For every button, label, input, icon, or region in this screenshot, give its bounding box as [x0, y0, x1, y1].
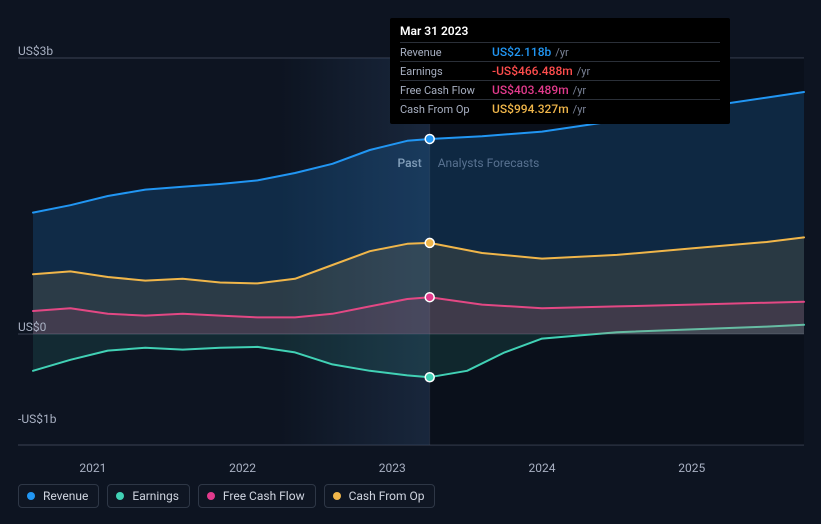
x-tick-label: 2025 — [678, 461, 705, 475]
tooltip-row: RevenueUS$2.118b/yr — [400, 42, 720, 61]
marker-revenue — [425, 134, 434, 143]
tooltip-row: Cash From OpUS$994.327m/yr — [400, 99, 720, 118]
legend-item-label: Earnings — [132, 489, 179, 503]
marker-fcf — [425, 293, 434, 302]
x-tick-label: 2021 — [79, 461, 106, 475]
legend-dot-icon — [116, 492, 124, 500]
y-tick-label: US$0 — [18, 320, 46, 334]
marker-earnings — [425, 373, 434, 382]
legend-dot-icon — [207, 492, 215, 500]
tooltip-row-suffix: /yr — [555, 46, 568, 59]
legend-item-earnings[interactable]: Earnings — [107, 484, 190, 508]
legend-item-label: Revenue — [43, 489, 88, 503]
tooltip-row-value: US$994.327m — [492, 102, 569, 116]
x-tick-label: 2022 — [229, 461, 256, 475]
legend-dot-icon — [333, 492, 341, 500]
tooltip-row: Free Cash FlowUS$403.489m/yr — [400, 80, 720, 99]
legend-item-label: Free Cash Flow — [223, 489, 305, 503]
hover-tooltip: Mar 31 2023 RevenueUS$2.118b/yrEarnings-… — [390, 18, 730, 124]
x-tick-label: 2023 — [379, 461, 406, 475]
tooltip-row-value: US$403.489m — [492, 83, 569, 97]
tooltip-row-label: Free Cash Flow — [400, 84, 492, 97]
tooltip-row-suffix: /yr — [577, 65, 590, 78]
y-tick-label: -US$1b — [18, 412, 56, 426]
tooltip-row: Earnings-US$466.488m/yr — [400, 61, 720, 80]
tooltip-row-label: Revenue — [400, 46, 492, 59]
legend: Revenue Earnings Free Cash Flow Cash From O… — [18, 484, 435, 508]
legend-item-revenue[interactable]: Revenue — [18, 484, 99, 508]
marker-cfo — [425, 238, 434, 247]
legend-item-cfo[interactable]: Cash From Op — [324, 484, 436, 508]
legend-dot-icon — [27, 492, 35, 500]
tooltip-row-label: Cash From Op — [400, 103, 492, 116]
tooltip-row-value: -US$466.488m — [492, 64, 573, 78]
tooltip-row-suffix: /yr — [573, 103, 586, 116]
x-tick-label: 2024 — [529, 461, 556, 475]
tooltip-date: Mar 31 2023 — [400, 24, 720, 42]
tooltip-row-label: Earnings — [400, 65, 492, 78]
legend-item-label: Cash From Op — [349, 489, 425, 503]
tooltip-row-value: US$2.118b — [492, 45, 551, 59]
y-tick-label: US$3b — [18, 44, 53, 58]
legend-item-fcf[interactable]: Free Cash Flow — [198, 484, 316, 508]
tooltip-row-suffix: /yr — [573, 84, 586, 97]
